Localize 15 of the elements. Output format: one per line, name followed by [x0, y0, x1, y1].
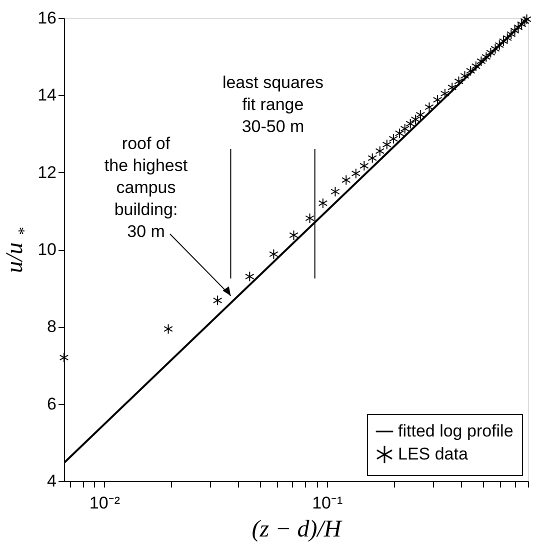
y-tick-label: 8: [47, 317, 56, 336]
y-tick-label: 14: [38, 86, 56, 105]
y-tick-label: 6: [47, 394, 56, 414]
x-tick-label: 10⁻¹: [312, 494, 344, 512]
legend-label: LES data: [398, 444, 468, 464]
annotation: least squares fit range 30-50 m: [222, 73, 324, 136]
y-tick-label: 4: [47, 472, 56, 490]
x-tick-label: 10⁻²: [89, 494, 120, 512]
y-tick-label: 12: [38, 162, 56, 182]
x-axis-title: (z − d)/H: [252, 516, 343, 542]
annotation: roof of the highest campus building: 30 m: [104, 134, 188, 241]
y-tick-label: 10: [38, 240, 56, 259]
legend-label: fitted log profile: [398, 422, 514, 440]
y-tick-label: 16: [38, 8, 56, 28]
y-axis-title: u/u*: [2, 228, 33, 274]
